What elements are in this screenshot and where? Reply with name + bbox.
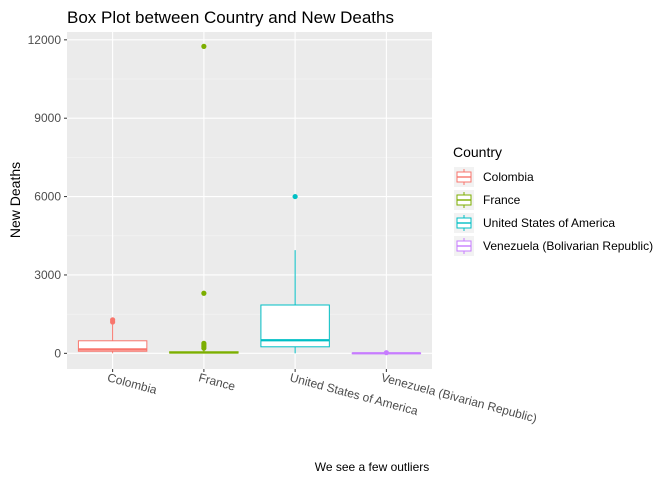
outlier-point: [110, 317, 116, 323]
legend-item-1: Colombia: [454, 167, 534, 187]
box-series: [77, 43, 422, 356]
major-gridlines: [67, 32, 432, 369]
x-axis: Colombia France United States of AmericaVe…: [106, 369, 539, 426]
legend-item-4: Venezuela (Bolivarian Republic): [454, 236, 653, 256]
plot-panel: [67, 32, 432, 369]
y-tick-label: 12000: [28, 33, 62, 47]
chart-caption: We see a few outliers: [315, 460, 430, 474]
box-1: [77, 317, 148, 354]
outlier-point: [383, 350, 389, 356]
box-body: [77, 340, 148, 352]
legend: Country Colombia France United States of A…: [453, 144, 653, 256]
legend-label: United States of America: [483, 216, 615, 230]
y-tick-label: 0: [54, 346, 61, 360]
y-tick-label: 6000: [34, 190, 61, 204]
box-2: [169, 43, 239, 354]
x-tick-label: Colombia: [106, 370, 159, 397]
legend-title: Country: [453, 144, 502, 160]
x-tick-label: France: [197, 370, 237, 393]
y-axis-title: New Deaths: [7, 162, 23, 238]
legend-item-3: United States of America: [454, 213, 615, 233]
chart-title: Box Plot between Country and New Deaths: [67, 8, 394, 27]
box-4: [351, 350, 422, 356]
box-3: [260, 193, 330, 354]
outlier-point: [201, 340, 207, 346]
x-tick-label: Venezuela (Bivarian Republic): [380, 370, 539, 425]
outlier-point: [201, 290, 207, 296]
y-tick-label: 9000: [34, 111, 61, 125]
legend-label: France: [483, 193, 521, 207]
legend-item-2: France: [454, 190, 521, 210]
y-axis: 0 3000 6000 9000 12000: [28, 33, 67, 360]
legend-label: Colombia: [483, 170, 534, 184]
y-tick-label: 3000: [34, 268, 61, 282]
outlier-point: [201, 43, 207, 49]
minor-gridlines: [67, 78, 432, 315]
legend-label: Venezuela (Bolivarian Republic): [483, 239, 653, 253]
outlier-point: [292, 193, 298, 200]
